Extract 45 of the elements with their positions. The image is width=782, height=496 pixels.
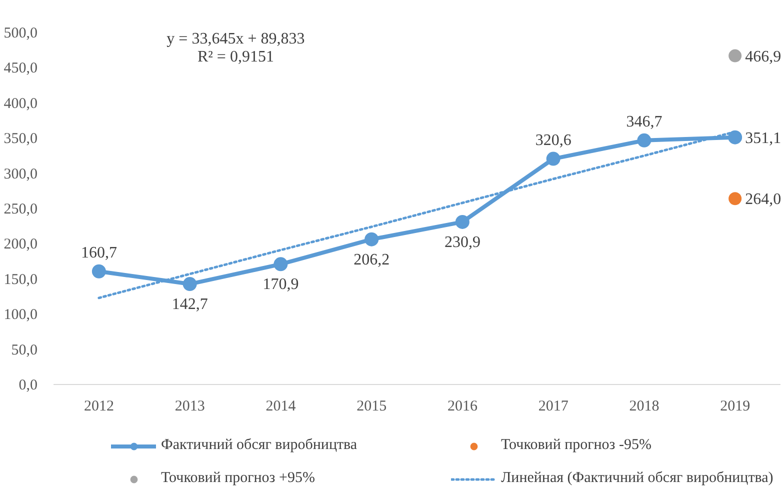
y-tick-label: 200,0 <box>4 236 38 253</box>
legend-label: Точковий прогноз -95% <box>501 437 652 454</box>
data-label: 346,7 <box>626 113 662 130</box>
y-tick-label: 0,0 <box>18 378 38 394</box>
data-label: 320,6 <box>535 132 572 149</box>
point <box>546 152 560 166</box>
data-label: 170,9 <box>262 276 299 294</box>
y-tick-label: 150,0 <box>4 272 38 288</box>
annotation: R² = 0,9151 <box>197 48 274 66</box>
y-tick-label: 100,0 <box>4 307 38 324</box>
point <box>455 214 470 229</box>
x-tick-label: 2012 <box>84 398 114 414</box>
y-tick-label: 50,0 <box>11 342 38 358</box>
x-tick-label: 2013 <box>174 398 205 414</box>
x-tick-label: 2017 <box>538 398 569 414</box>
point <box>728 130 742 144</box>
point <box>182 277 197 292</box>
data-label: 351,1 <box>745 130 782 147</box>
x-tick-label: 2016 <box>447 398 478 414</box>
point <box>92 264 106 278</box>
legend-label: Точковий прогноз +95% <box>161 470 316 487</box>
data-label: 142,7 <box>172 296 208 314</box>
x-tick-label: 2018 <box>629 398 660 414</box>
data-label: 160,7 <box>80 244 117 262</box>
y-tick-label: 300,0 <box>4 166 38 182</box>
y-tick-label: 450,0 <box>4 60 38 77</box>
y-tick-label: 250,0 <box>4 202 38 218</box>
point <box>364 232 379 246</box>
point <box>637 133 652 148</box>
point <box>728 192 742 206</box>
legend-label: Фактичний обсяг виробництва <box>161 437 358 454</box>
y-tick-label: 500,0 <box>4 26 38 42</box>
point <box>274 257 288 272</box>
legend-label: Линейная (Фактичний обсяг виробництва) <box>501 470 774 487</box>
data-label: 206,2 <box>354 251 390 268</box>
point <box>728 49 742 62</box>
data-label: 264,0 <box>745 191 782 208</box>
y-tick-label: 400,0 <box>4 96 38 112</box>
x-tick-label: 2014 <box>266 398 296 414</box>
data-label: 466,9 <box>745 48 782 66</box>
data-label: 230,9 <box>444 234 480 251</box>
annotation: y = 33,645x + 89,833 <box>166 30 305 48</box>
x-tick-label: 2015 <box>356 398 387 414</box>
y-tick-label: 350,0 <box>4 131 38 148</box>
x-tick-label: 2019 <box>720 398 750 414</box>
